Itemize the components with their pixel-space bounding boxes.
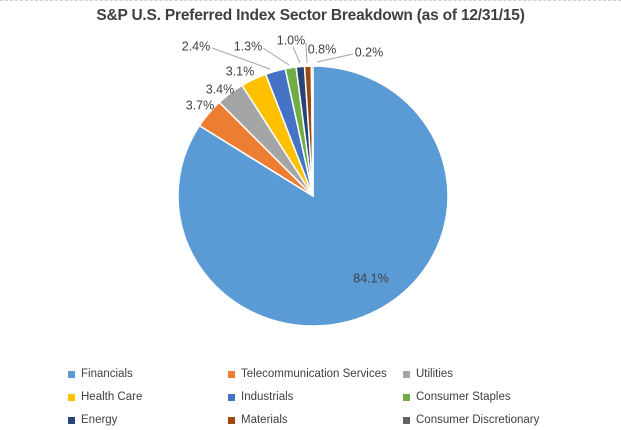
legend-marker-consumer-staples <box>403 393 410 401</box>
legend-item-health-care: Health Care <box>68 386 228 408</box>
legend-label: Telecommunication Services <box>241 368 387 380</box>
legend-label: Energy <box>81 414 118 426</box>
legend-label: Health Care <box>81 391 143 403</box>
legend-label: Industrials <box>241 391 294 403</box>
legend-label: Utilities <box>416 368 454 380</box>
legend-label: Financials <box>81 368 133 380</box>
legend-label: Materials <box>241 414 288 426</box>
percent-label-telecommunication-services: 3.7% <box>186 99 215 113</box>
leader-line-consumer-staples <box>262 47 290 66</box>
legend-item-telecommunication-services: Telecommunication Services <box>228 363 403 385</box>
legend-item-consumer-discretionary: Consumer Discretionary <box>403 409 621 430</box>
legend-item-energy: Energy <box>68 409 228 430</box>
percent-label-industrials: 2.4% <box>182 40 211 54</box>
percent-label-utilities: 3.4% <box>206 83 235 97</box>
legend-item-industrials: Industrials <box>228 386 403 408</box>
legend-item-materials: Materials <box>228 409 403 430</box>
percent-label-consumer-discretionary: 0.2% <box>355 46 384 60</box>
percent-label-health-care: 3.1% <box>226 65 255 79</box>
leader-line-consumer-discretionary <box>316 53 354 63</box>
legend-label: Consumer Staples <box>416 391 511 403</box>
legend: Financials Telecommunication Services Util… <box>0 363 621 430</box>
legend-label: Consumer Discretionary <box>416 414 540 426</box>
legend-marker-materials <box>228 416 235 424</box>
legend-marker-health-care <box>68 393 75 401</box>
percent-label-financials: 84.1% <box>353 272 388 286</box>
legend-item-financials: Financials <box>68 363 228 385</box>
leader-line-energy <box>292 46 301 64</box>
legend-marker-consumer-discretionary <box>403 416 410 424</box>
label-leader-lines <box>211 42 354 70</box>
legend-marker-utilities <box>403 370 410 378</box>
percent-label-energy: 1.0% <box>277 34 306 48</box>
percent-label-consumer-staples: 1.3% <box>234 40 263 54</box>
pie-slice-consumer-discretionary <box>310 65 314 197</box>
legend-item-consumer-staples: Consumer Staples <box>403 386 621 408</box>
pie-slices <box>177 65 449 327</box>
percent-label-materials: 0.8% <box>308 43 337 57</box>
legend-marker-telecommunication-services <box>228 370 235 378</box>
legend-item-utilities: Utilities <box>403 363 621 385</box>
leader-line-materials <box>305 42 308 64</box>
percent-labels: 84.1% 3.7% 3.4% 3.1% 2.4% 1.3% 1.0%0.8% 0.2% <box>182 34 389 286</box>
leader-line-industrials <box>211 47 271 70</box>
legend-marker-energy <box>68 416 75 424</box>
legend-marker-financials <box>68 370 75 378</box>
legend-marker-industrials <box>228 393 235 401</box>
chart-title: S&P U.S. Preferred Index Sector Breakdow… <box>96 7 525 24</box>
